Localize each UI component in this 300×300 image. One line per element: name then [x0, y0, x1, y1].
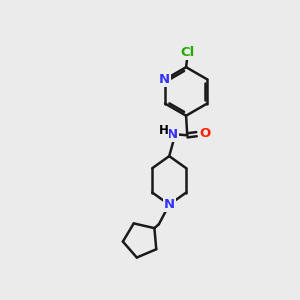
Text: H: H [158, 124, 168, 137]
Text: N: N [164, 198, 175, 211]
Text: O: O [199, 127, 210, 140]
Text: N: N [167, 128, 178, 141]
Text: N: N [158, 73, 169, 86]
Text: Cl: Cl [180, 46, 194, 59]
